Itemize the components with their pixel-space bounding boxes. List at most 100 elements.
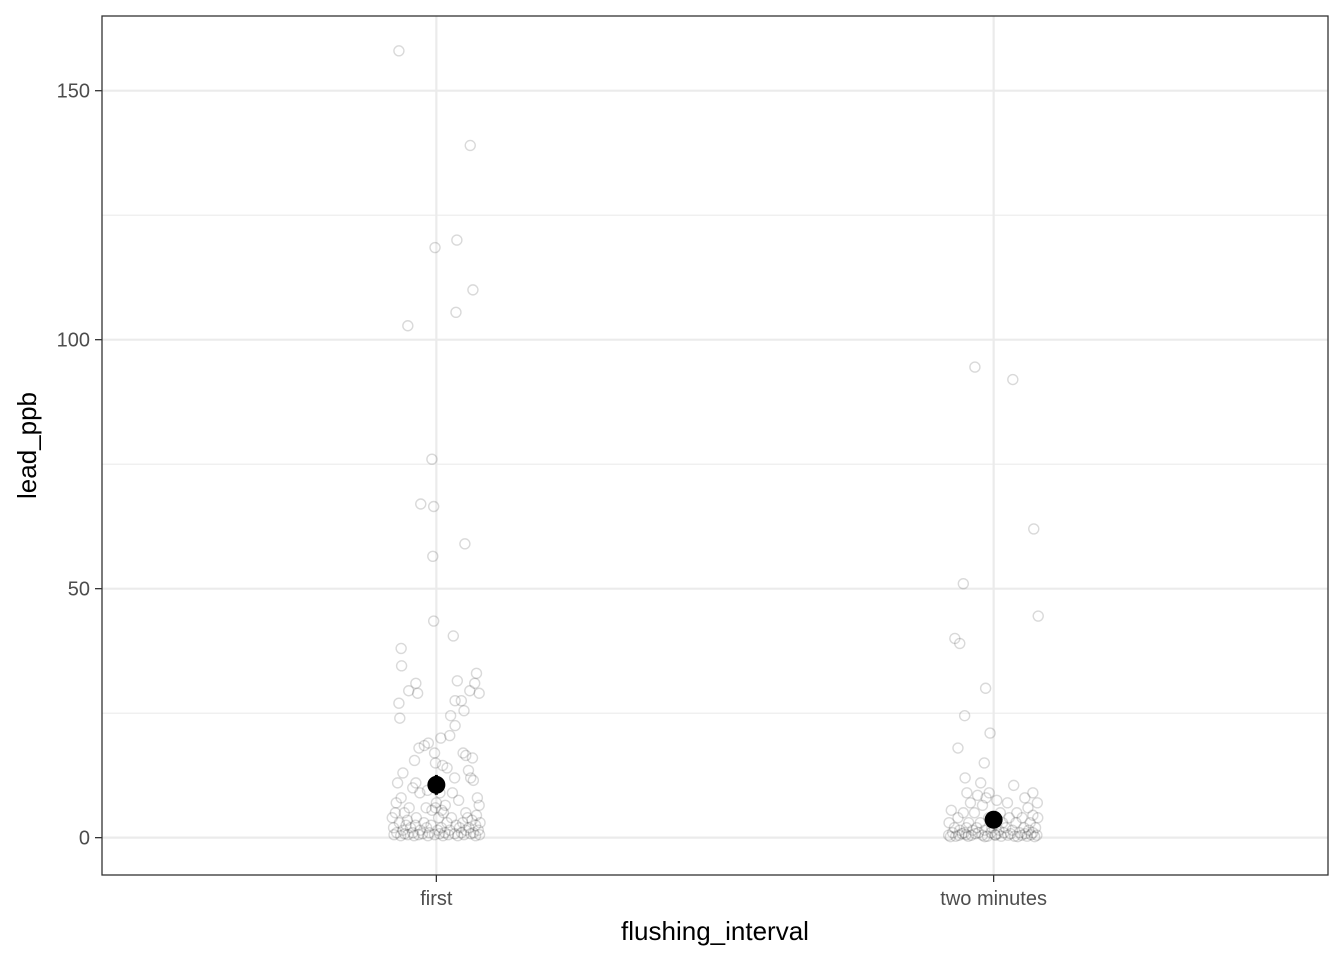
data-point (950, 830, 962, 842)
data-point (407, 782, 419, 794)
data-point (960, 821, 973, 834)
data-point (968, 807, 981, 819)
data-point (403, 802, 415, 814)
data-point (962, 817, 975, 829)
data-point (956, 827, 968, 840)
data-point (398, 807, 410, 819)
data-point (427, 550, 439, 562)
data-point (448, 827, 461, 840)
y-tick-label: 150 (57, 81, 90, 103)
data-point (463, 821, 475, 834)
data-point (441, 817, 453, 829)
data-point (427, 615, 440, 627)
data-point (1032, 812, 1044, 824)
data-point (1002, 829, 1014, 841)
data-point (1025, 828, 1037, 841)
y-tick-label: 0 (79, 828, 90, 850)
data-point (420, 802, 432, 814)
data-point (442, 828, 455, 841)
data-point (413, 742, 425, 754)
data-point (387, 821, 400, 834)
data-point (1027, 826, 1039, 839)
data-point (471, 792, 484, 804)
data-point (426, 804, 438, 816)
data-point (964, 797, 977, 809)
data-point (441, 762, 453, 774)
data-point (1004, 827, 1017, 840)
data-point (455, 695, 468, 707)
data-point (422, 737, 435, 749)
data-point (394, 829, 407, 842)
data-point (393, 817, 406, 829)
data-point (391, 777, 404, 789)
data-point (1001, 797, 1014, 809)
points-layer (386, 45, 1044, 843)
data-point (981, 830, 994, 842)
y-axis: 0 50 100 150 (57, 81, 102, 850)
data-point (1010, 817, 1022, 829)
data-point (429, 241, 441, 254)
data-point (470, 667, 483, 680)
data-point (436, 759, 449, 772)
data-point (971, 789, 984, 802)
data-point (400, 819, 412, 831)
data-point (945, 804, 957, 816)
data-point (397, 767, 409, 779)
mean-point (427, 775, 446, 794)
data-point (389, 807, 402, 819)
data-point (410, 777, 422, 789)
y-axis-title: lead_ppb (12, 392, 42, 499)
data-point (942, 829, 955, 841)
data-point (970, 821, 983, 834)
data-point (432, 824, 444, 836)
data-point (452, 794, 465, 807)
data-point (451, 675, 464, 687)
data-point (1028, 830, 1041, 843)
data-point (1016, 812, 1028, 824)
data-point (959, 772, 971, 784)
data-point (1032, 610, 1044, 622)
data-point (976, 829, 989, 841)
data-point (456, 817, 469, 829)
data-point (1018, 821, 1030, 834)
data-point (958, 709, 971, 722)
data-point (1022, 802, 1034, 814)
data-point (437, 807, 450, 819)
data-point (1007, 373, 1019, 386)
data-point (998, 826, 1010, 839)
data-point (1006, 824, 1019, 836)
x-axis-title: flushing_interval (621, 916, 809, 946)
data-point (962, 830, 974, 842)
data-point (429, 802, 442, 814)
data-point (448, 772, 461, 784)
data-point (953, 829, 965, 841)
data-point (390, 826, 403, 839)
data-point (402, 828, 414, 841)
data-point (464, 772, 477, 784)
data-point (995, 830, 1007, 842)
data-point (978, 757, 990, 769)
data-point (466, 814, 478, 826)
data-point (423, 826, 435, 839)
data-point (467, 774, 480, 787)
data-point (444, 729, 456, 742)
data-point (427, 500, 440, 513)
data-point (474, 817, 486, 829)
data-point (418, 739, 431, 752)
data-point (1027, 809, 1039, 821)
data-point (422, 829, 434, 842)
data-point (1019, 792, 1031, 804)
data-point (436, 804, 448, 816)
data-point (435, 732, 447, 744)
data-point (408, 829, 420, 842)
data-point (1029, 821, 1042, 834)
data-point (952, 812, 964, 824)
data-point (397, 824, 409, 836)
data-point (965, 829, 978, 841)
data-point (944, 830, 957, 843)
data-point (410, 812, 423, 824)
data-point (1031, 797, 1044, 809)
data-point (467, 826, 480, 839)
